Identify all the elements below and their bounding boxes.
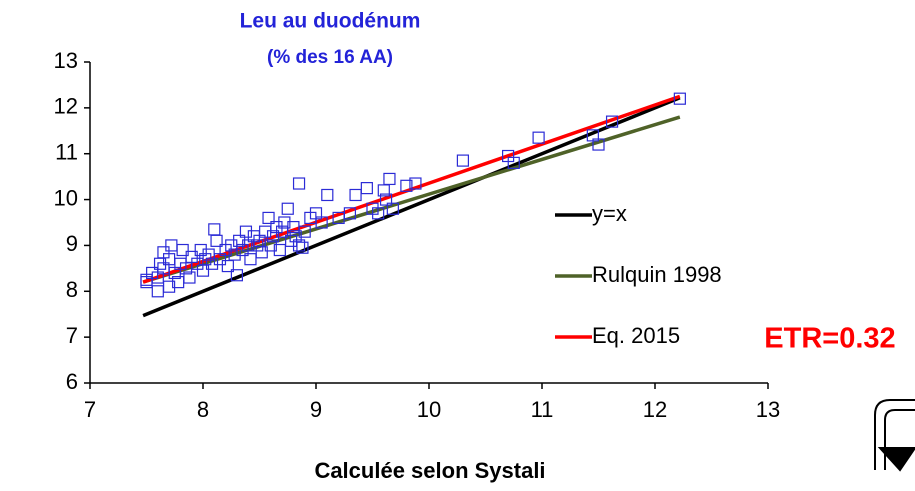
data-point <box>165 239 178 252</box>
y-tick-label: 13 <box>54 48 78 73</box>
data-point <box>315 216 328 229</box>
x-axis-label: Calculée selon Systali <box>314 458 545 483</box>
y-tick-label: 12 <box>54 94 78 119</box>
data-point <box>183 271 196 284</box>
fit-line <box>142 96 681 318</box>
data-point <box>343 207 356 220</box>
legend-label: y=x <box>592 201 627 226</box>
data-point <box>163 280 176 293</box>
data-point <box>251 239 264 252</box>
data-point <box>151 285 164 298</box>
data-point <box>592 138 605 151</box>
data-point <box>532 131 545 144</box>
data-point <box>296 241 309 254</box>
data-point <box>383 172 396 186</box>
data-point <box>205 257 219 270</box>
x-tick-label: 11 <box>531 397 554 422</box>
y-tick-label: 7 <box>66 323 78 348</box>
chart-subtitle: (% des 16 AA) <box>267 47 393 68</box>
y-tick-label: 11 <box>55 140 78 165</box>
data-point <box>278 216 291 229</box>
data-point <box>292 177 306 190</box>
data-point <box>194 243 207 257</box>
x-tick-label: 8 <box>197 397 209 422</box>
data-point <box>605 115 619 128</box>
data-point <box>289 230 302 243</box>
chart-title: Leu au duodénum <box>240 10 421 33</box>
data-point <box>292 239 306 252</box>
data-point <box>230 269 243 282</box>
data-point <box>228 248 241 261</box>
y-tick-label: 8 <box>66 277 78 302</box>
data-point <box>199 253 212 266</box>
x-tick-label: 12 <box>643 397 667 422</box>
data-point <box>386 202 399 215</box>
x-tick-label: 13 <box>756 397 780 422</box>
data-point <box>255 246 268 259</box>
data-point <box>210 234 223 247</box>
x-tick-label: 10 <box>417 397 441 422</box>
data-point <box>239 225 253 238</box>
data-point <box>221 259 234 273</box>
data-point <box>298 225 311 238</box>
data-point <box>409 177 422 190</box>
data-point <box>281 202 294 215</box>
data-point <box>456 154 469 167</box>
data-point <box>266 230 280 243</box>
y-tick-label: 9 <box>66 231 78 256</box>
legend-label: Eq. 2015 <box>592 323 680 348</box>
data-point <box>379 193 393 206</box>
x-tick-label: 7 <box>84 397 96 422</box>
data-point <box>176 243 189 257</box>
logo <box>874 399 915 472</box>
annotation: ETR=0.32 <box>764 323 895 355</box>
data-point <box>400 179 413 192</box>
legend-label: Rulquin 1998 <box>592 262 722 287</box>
data-point <box>233 234 246 247</box>
data-point <box>673 92 686 105</box>
data-point <box>507 156 520 169</box>
data-point <box>244 253 257 266</box>
data-point <box>372 207 385 220</box>
data-point <box>262 211 275 225</box>
data-point <box>360 182 373 195</box>
data-point <box>349 188 362 202</box>
data-point <box>273 243 286 257</box>
data-point <box>321 188 334 202</box>
data-point <box>208 223 221 236</box>
data-point <box>285 234 298 247</box>
data-point <box>264 239 277 252</box>
y-tick-label: 10 <box>54 185 78 210</box>
y-tick-label: 6 <box>66 369 78 394</box>
fit-line <box>142 115 681 284</box>
x-tick-label: 9 <box>310 397 322 422</box>
